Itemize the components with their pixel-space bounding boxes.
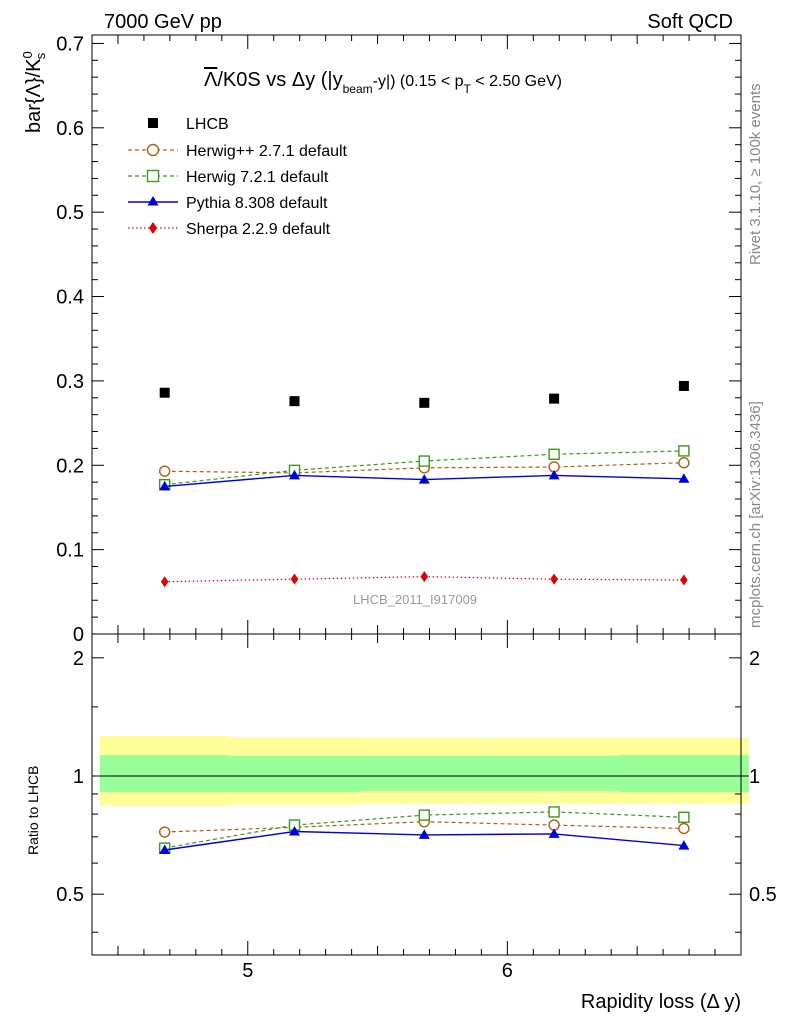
ratio-point-pythia-8-308-default (548, 828, 560, 838)
main-y-tick-label: 0.4 (56, 287, 84, 309)
ratio-y-tick-label-right: 2 (749, 648, 760, 670)
main-ylabel-sup: 0 (20, 51, 35, 58)
rivet-label: Rivet 3.1.10, ≥ 100k events (747, 83, 764, 265)
ratio-point-herwig-2-7-1-default (678, 822, 690, 835)
main-y-tick-label: 0.3 (56, 371, 84, 393)
main-y-tick-label: 0.5 (56, 202, 84, 224)
main-point-lhcb (289, 396, 300, 407)
legend: LHCB Herwig++ 2.7.1 default Herwig 7.2.1… (128, 116, 348, 238)
header-right: Soft QCD (647, 11, 733, 33)
ratio-point-herwig-7-2-1-default (418, 809, 430, 821)
ratio-y-tick-labels-right: 0.5 1 2 (749, 648, 777, 906)
main-point-herwig-7-2-1-default (418, 455, 430, 467)
legend-label-pythia: Pythia 8.308 default (186, 195, 328, 212)
ratio-y-tick-label-right: 0.5 (749, 884, 777, 906)
ratio-y-tick-labels: 0.5 1 2 (56, 648, 84, 906)
chart-title: Λ/K0S vs Δy (|ybeam-y|) (0.15 < pT < 2.5… (204, 69, 562, 96)
main-point-sherpa-2-2-9-default (420, 571, 429, 583)
ratio-point-herwig-7-2-1-default (548, 806, 560, 818)
main-point-pythia-8-308-default (548, 469, 560, 480)
main-ylabel-sub: s (33, 52, 48, 59)
legend-label-sherpa: Sherpa 2.2.9 default (186, 221, 331, 238)
main-y-tick-label: 0.6 (56, 118, 84, 140)
main-point-sherpa-2-2-9-default (290, 573, 299, 585)
legend-label-herwigpp: Herwig++ 2.7.1 default (186, 143, 348, 160)
main-point-lhcb (678, 380, 689, 391)
main-point-pythia-8-308-default (678, 473, 690, 483)
ratio-y-tick-label: 1 (73, 766, 84, 788)
main-point-herwig-2-7-1-default (158, 465, 171, 477)
legend-marker-lhcb (148, 118, 158, 128)
legend-item-sherpa: Sherpa 2.2.9 default (128, 221, 331, 238)
main-axis-ticks (92, 35, 742, 635)
ratio-point-pythia-8-308-default (288, 826, 300, 836)
ratio-point-herwig-2-7-1-default (158, 826, 171, 838)
ratio-point-pythia-8-308-default (678, 840, 690, 850)
ratio-y-tick-label: 2 (73, 648, 84, 670)
ratio-xlabel: Rapidity loss (Δ y) (581, 991, 741, 1013)
header-left: 7000 GeV pp (104, 11, 222, 33)
main-point-herwig-2-7-1-default (678, 457, 690, 469)
main-point-herwig-7-2-1-default (678, 445, 690, 457)
main-point-lhcb (419, 397, 430, 408)
main-plot: 00.10.20.30.40.50.60.7 bar{Λ}/K0s Λ/K0S … (20, 33, 742, 646)
title-pt-sub: T (464, 82, 472, 96)
ratio-ylabel: Ratio to LHCB (25, 766, 41, 855)
ratio-point-herwig-7-2-1-default (678, 811, 690, 823)
legend-item-pythia: Pythia 8.308 default (128, 195, 328, 212)
legend-item-lhcb: LHCB (148, 116, 229, 133)
legend-label-lhcb: LHCB (186, 116, 229, 133)
main-y-tick-label: 0.1 (56, 540, 84, 562)
ratio-y-tick-label-right: 1 (749, 766, 760, 788)
ratio-point-pythia-8-308-default (418, 829, 430, 839)
main-point-pythia-8-308-default (159, 480, 171, 491)
ratio-data-layer (158, 806, 690, 854)
main-point-pythia-8-308-default (418, 474, 430, 484)
main-point-sherpa-2-2-9-default (680, 574, 688, 586)
main-line-sherpa-2-2-9-default (164, 575, 684, 583)
legend-marker-sherpa (149, 222, 157, 234)
main-ylabel-text: bar{Λ}/K (23, 58, 45, 133)
title-tail: < 2.50 GeV) (471, 73, 562, 90)
main-point-sherpa-2-2-9-default (160, 576, 169, 588)
legend-marker-pythia (147, 196, 159, 206)
main-y-tick-label: 0 (73, 624, 84, 646)
title-lambda-bar: Λ (204, 69, 218, 91)
title-beam-sub: beam (343, 82, 373, 96)
ratio-band-inner (489, 755, 619, 792)
ratio-plot-frame (91, 633, 742, 956)
main-point-herwig-7-2-1-default (548, 448, 560, 460)
main-point-sherpa-2-2-9-default (550, 573, 558, 585)
ratio-band-inner (99, 755, 230, 793)
ratio-band-inner (359, 755, 490, 792)
ratio-band-inner (229, 755, 360, 793)
ratio-axis-ticks (92, 634, 742, 955)
ratio-x-tick-label: 6 (502, 960, 513, 982)
main-ylabel: bar{Λ}/K0s (20, 51, 48, 133)
ratio-bands (99, 735, 749, 806)
legend-item-herwig7: Herwig 7.2.1 default (128, 169, 329, 186)
ratio-band-inner (618, 755, 749, 793)
main-y-tick-label: 0.2 (56, 455, 84, 477)
legend-label-herwig7: Herwig 7.2.1 default (186, 169, 329, 186)
title-mid: -y|) (0.15 < p (373, 73, 464, 90)
main-y-tick-labels: 0 0.1 0.2 0.3 0.4 0.5 0.6 0.7 (56, 33, 84, 646)
main-y-tick-label: 0.7 (56, 33, 84, 55)
main-data-layer (158, 380, 690, 588)
legend-marker-herwig7 (146, 169, 160, 183)
ratio-x-tick-label: 5 (242, 960, 253, 982)
legend-marker-herwigpp (146, 143, 160, 157)
main-point-lhcb (159, 387, 170, 398)
main-point-lhcb (549, 393, 560, 404)
legend-item-herwigpp: Herwig++ 2.7.1 default (128, 143, 348, 160)
ratio-point-pythia-8-308-default (159, 844, 171, 854)
mcplots-label: mcplots.cern.ch [arXiv:1306.3436] (747, 401, 764, 628)
watermark: LHCB_2011_I917009 (353, 592, 477, 607)
title-main: /K0S vs Δy (|y (217, 69, 342, 91)
ratio-y-tick-label: 0.5 (56, 884, 84, 906)
main-point-pythia-8-308-default (288, 469, 300, 480)
